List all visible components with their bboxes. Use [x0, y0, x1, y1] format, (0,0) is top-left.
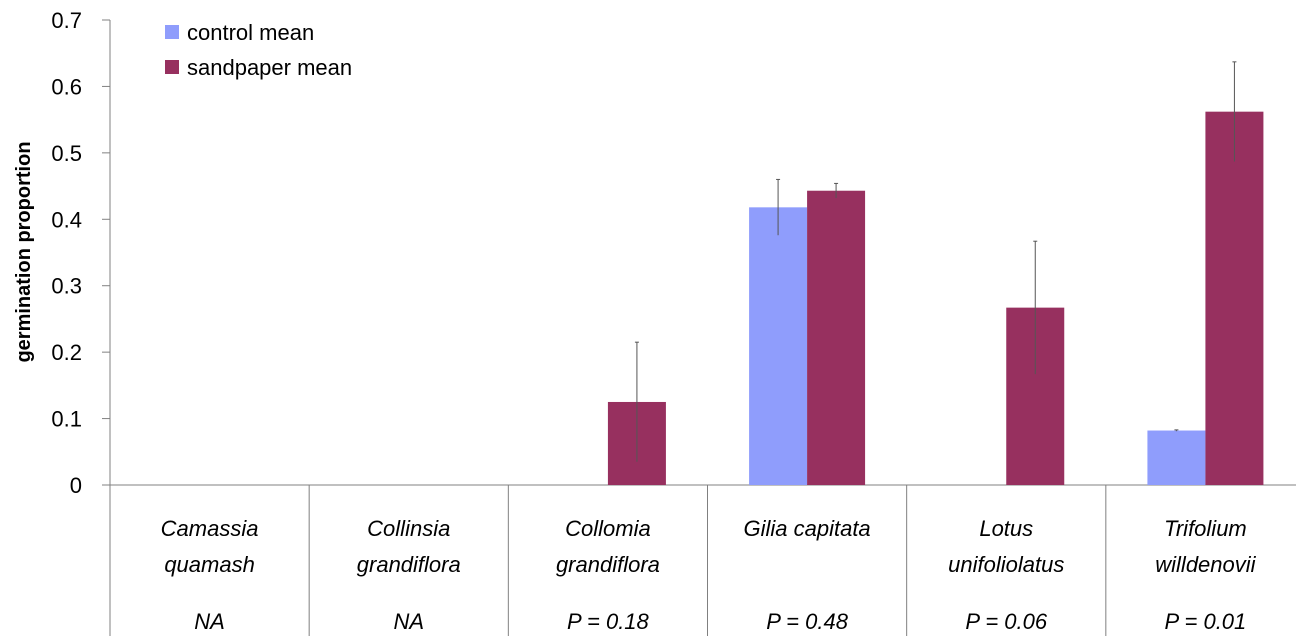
y-tick-label: 0.7	[51, 8, 82, 33]
p-value-label: P = 0.18	[567, 609, 650, 634]
y-tick-label: 0.6	[51, 74, 82, 99]
p-value-label: P = 0.48	[766, 609, 849, 634]
category-label: Collomia	[565, 516, 651, 541]
y-axis-label: germination proportion	[13, 141, 35, 362]
bar	[749, 207, 808, 486]
y-tick-label: 0	[70, 473, 82, 498]
p-value-label: P = 0.01	[1165, 609, 1247, 634]
legend-label: sandpaper mean	[187, 55, 352, 80]
category-label: willdenovii	[1155, 552, 1256, 577]
bar	[1205, 111, 1264, 486]
p-value-label: P = 0.06	[965, 609, 1048, 634]
category-label: unifoliolatus	[948, 552, 1064, 577]
y-tick-label: 0.1	[51, 407, 82, 432]
plot-area: 0 0.1 0.2 0.3 0.4 0.5 0.6 0.7 Camassia quamash NA C…	[51, 8, 1296, 636]
category-label: Lotus	[979, 516, 1033, 541]
y-tick-label: 0.5	[51, 141, 82, 166]
category-label: quamash	[164, 552, 255, 577]
y-tick-label: 0.2	[51, 340, 82, 365]
category-label: Gilia capitata	[743, 516, 870, 541]
legend-swatch	[165, 25, 179, 39]
bar	[807, 190, 866, 485]
bar	[1147, 430, 1206, 485]
y-tick-label: 0.3	[51, 274, 82, 299]
category-label: Collinsia	[367, 516, 450, 541]
legend-label: control mean	[187, 20, 314, 45]
y-tick-label: 0.4	[51, 207, 82, 232]
category-label: grandiflora	[556, 552, 660, 577]
category-label: grandiflora	[357, 552, 461, 577]
legend: control mean sandpaper mean	[165, 20, 352, 80]
category-label: Camassia	[161, 516, 259, 541]
legend-swatch	[165, 60, 179, 74]
category-label: Trifolium	[1164, 516, 1247, 541]
p-value-label: NA	[194, 609, 225, 634]
p-value-label: NA	[393, 609, 424, 634]
